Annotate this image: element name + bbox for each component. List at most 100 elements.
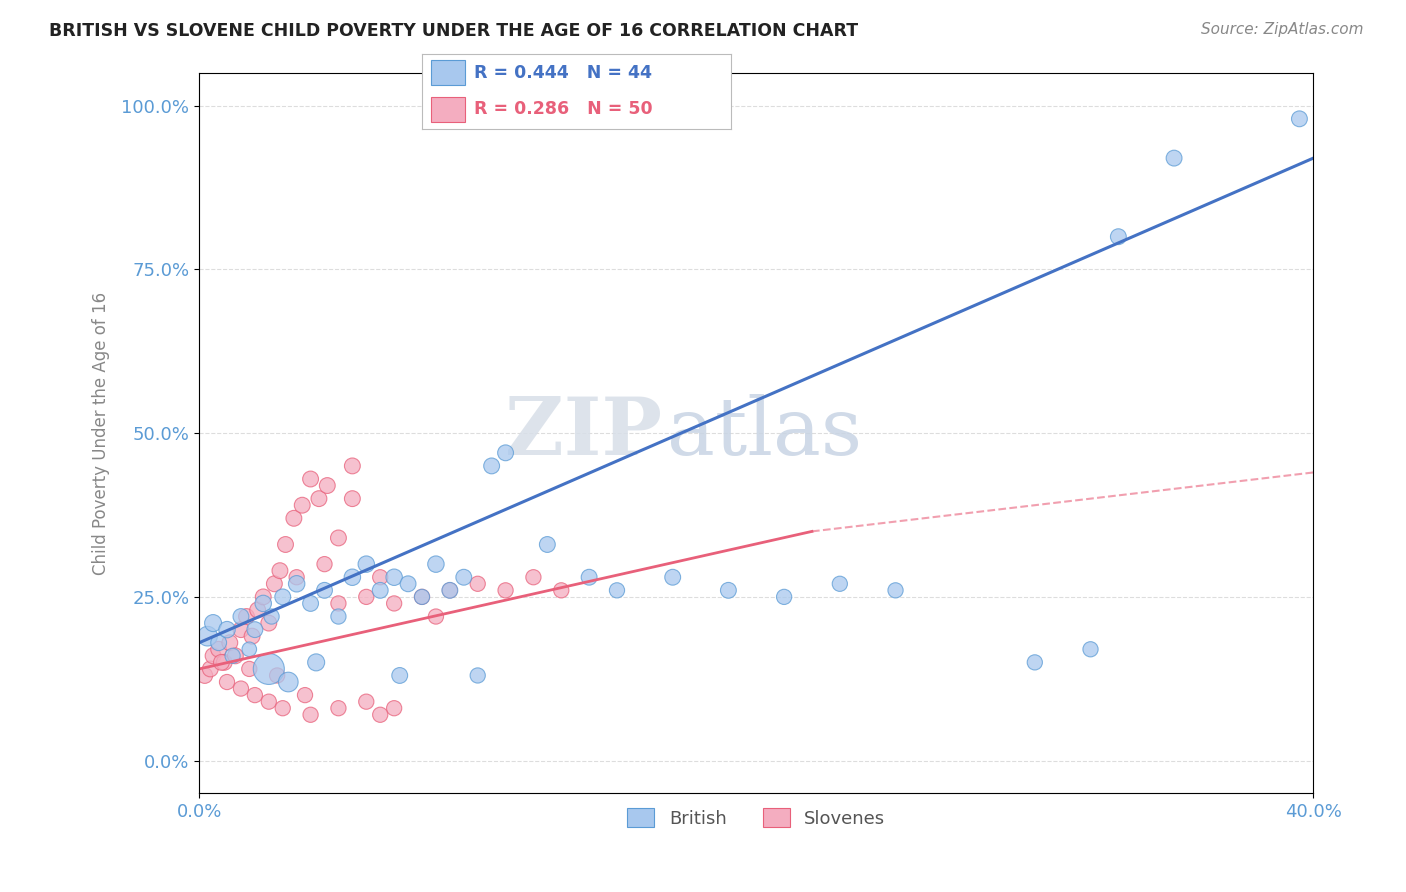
Point (212, 656, 235, 670)
Point (269, 564, 291, 578)
Point (536, 537, 558, 551)
Point (229, 609, 252, 624)
Bar (432, 61, 465, 86)
Point (202, 648, 225, 663)
Point (238, 662, 260, 676)
Point (481, 458, 503, 473)
Point (257, 616, 280, 631)
Point (328, 596, 350, 610)
Point (388, 668, 411, 682)
Point (240, 629, 263, 643)
Point (328, 609, 350, 624)
Point (1024, 656, 1046, 670)
Point (439, 583, 461, 598)
Point (316, 478, 339, 492)
Point (411, 590, 433, 604)
Point (328, 701, 350, 715)
Point (215, 675, 238, 690)
Point (260, 609, 283, 624)
Point (396, 576, 419, 591)
Text: R = 0.444   N = 44: R = 0.444 N = 44 (474, 64, 652, 82)
Point (550, 583, 572, 598)
Text: BRITISH VS SLOVENE CHILD POVERTY UNDER THE AGE OF 16 CORRELATION CHART: BRITISH VS SLOVENE CHILD POVERTY UNDER T… (49, 22, 858, 40)
Point (425, 557, 447, 571)
Point (200, 662, 222, 676)
Point (382, 596, 405, 610)
Point (1288, 112, 1310, 126)
Point (356, 557, 378, 571)
Legend: British, Slovenes: British, Slovenes (620, 801, 893, 835)
Point (221, 648, 243, 663)
Point (314, 557, 336, 571)
Point (257, 662, 280, 676)
Point (299, 472, 322, 486)
Point (884, 583, 907, 598)
Point (1163, 151, 1185, 165)
Text: R = 0.286   N = 50: R = 0.286 N = 50 (474, 100, 652, 119)
Point (342, 570, 364, 584)
Point (425, 609, 447, 624)
Point (314, 583, 336, 598)
Point (717, 583, 740, 598)
Point (328, 531, 350, 545)
Text: atlas: atlas (666, 394, 862, 472)
Point (271, 701, 294, 715)
Point (215, 623, 238, 637)
Point (238, 642, 260, 657)
Point (495, 446, 517, 460)
Point (252, 596, 274, 610)
Point (274, 537, 297, 551)
Point (578, 570, 600, 584)
Point (305, 656, 328, 670)
Point (285, 570, 308, 584)
Point (453, 570, 475, 584)
Point (291, 498, 314, 512)
Point (257, 695, 280, 709)
Point (1107, 229, 1129, 244)
Point (368, 583, 391, 598)
Point (1080, 642, 1102, 657)
Point (243, 623, 266, 637)
Point (522, 570, 544, 584)
Point (661, 570, 683, 584)
Point (308, 491, 330, 506)
Point (235, 609, 257, 624)
Point (606, 583, 628, 598)
Point (208, 636, 231, 650)
Text: ZIP: ZIP (505, 394, 662, 472)
Point (382, 701, 405, 715)
Point (411, 590, 433, 604)
Point (356, 590, 378, 604)
Point (211, 656, 233, 670)
Point (194, 668, 217, 682)
Text: Source: ZipAtlas.com: Source: ZipAtlas.com (1201, 22, 1364, 37)
Point (271, 590, 294, 604)
Point (277, 675, 299, 690)
Bar (432, 96, 465, 122)
Point (283, 511, 305, 525)
Point (368, 570, 391, 584)
Point (467, 668, 489, 682)
Point (342, 491, 364, 506)
Point (467, 576, 489, 591)
Point (495, 583, 517, 598)
Point (197, 629, 219, 643)
Point (208, 642, 231, 657)
Point (828, 576, 851, 591)
Point (439, 583, 461, 598)
Y-axis label: Child Poverty Under the Age of 16: Child Poverty Under the Age of 16 (93, 292, 110, 574)
Point (299, 707, 322, 722)
Point (246, 603, 269, 617)
Point (342, 458, 364, 473)
Point (229, 681, 252, 696)
Point (243, 688, 266, 702)
Point (218, 636, 240, 650)
Point (773, 590, 796, 604)
Point (229, 623, 252, 637)
Point (294, 688, 316, 702)
Point (356, 695, 378, 709)
Point (285, 576, 308, 591)
Point (299, 596, 322, 610)
Point (224, 648, 246, 663)
Point (263, 576, 285, 591)
